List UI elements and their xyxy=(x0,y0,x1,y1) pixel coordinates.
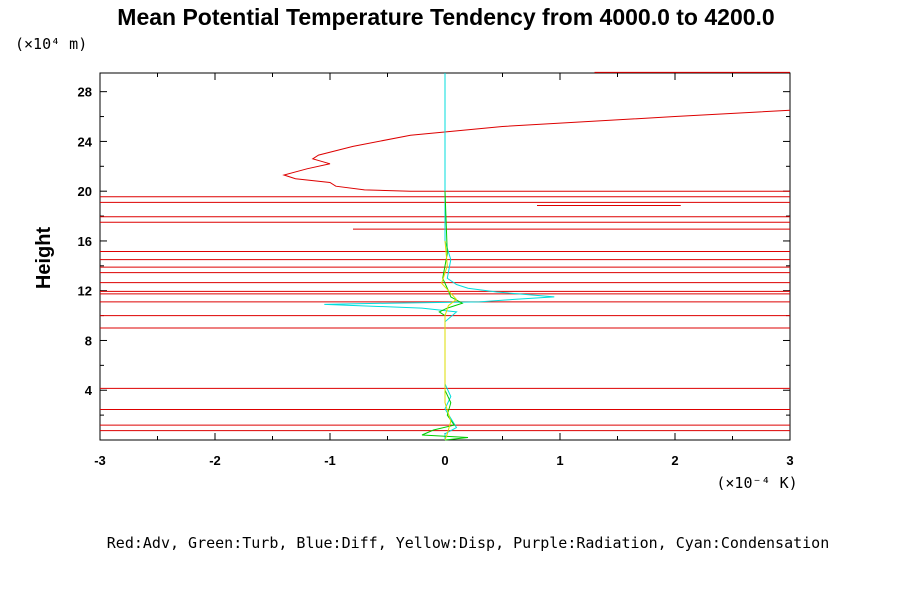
x-tick-label: 1 xyxy=(556,453,563,468)
x-tick-label: -2 xyxy=(209,453,221,468)
x-tick-label: 0 xyxy=(441,453,448,468)
y-tick-label: 28 xyxy=(78,85,92,100)
x-tick-label: -3 xyxy=(94,453,106,468)
x-tick-label: -1 xyxy=(324,453,336,468)
x-ticks: -3 -2 -1 0 1 2 3 xyxy=(94,73,794,468)
y-axis-label: Height xyxy=(33,227,55,290)
series-lines xyxy=(282,73,791,441)
y-ticks: 4 8 12 16 20 24 28 xyxy=(78,85,790,416)
y-tick-label: 16 xyxy=(78,234,92,249)
y-tick-label: 8 xyxy=(85,333,92,348)
series-line-adv xyxy=(282,109,791,192)
y-unit-label: (×10⁴ m) xyxy=(15,35,87,53)
x-tick-label: 3 xyxy=(786,453,793,468)
x-unit-label: (×10⁻⁴ K) xyxy=(716,474,797,492)
y-tick-label: 20 xyxy=(78,184,92,199)
x-tick-label: 2 xyxy=(671,453,678,468)
y-tick-label: 4 xyxy=(85,383,93,398)
y-tick-label: 24 xyxy=(78,134,93,149)
series-line-disp xyxy=(441,240,458,441)
legend-text: Red:Adv, Green:Turb, Blue:Diff, Yellow:D… xyxy=(107,534,829,552)
y-tick-label: 12 xyxy=(78,284,92,299)
series-line-condensation xyxy=(324,73,555,440)
chart-title: Mean Potential Temperature Tendency from… xyxy=(117,4,774,30)
